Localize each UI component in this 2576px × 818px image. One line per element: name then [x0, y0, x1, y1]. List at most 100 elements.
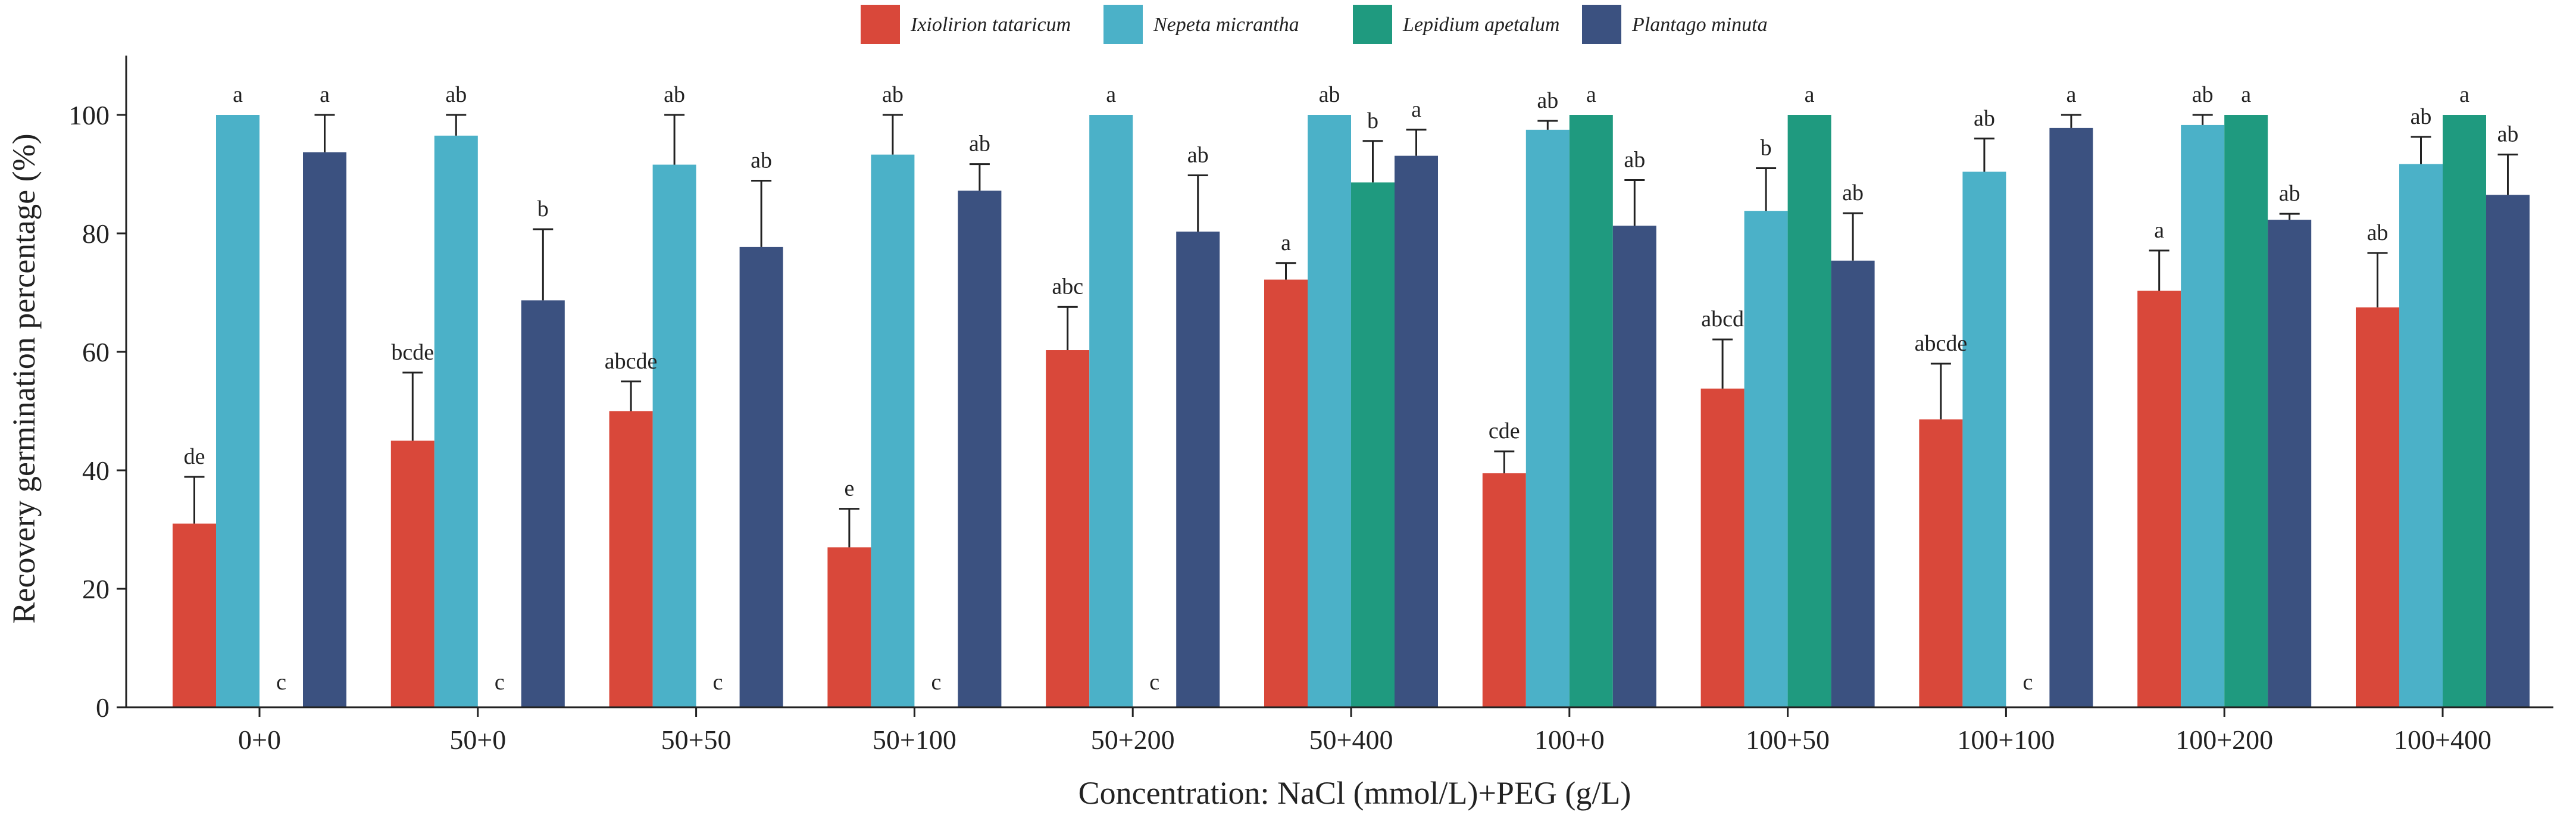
- significance-label: ab: [2192, 82, 2214, 107]
- bar: [871, 154, 915, 707]
- bar: [1176, 232, 1220, 707]
- significance-label: a: [233, 82, 243, 107]
- legend: Ixiolirion tataricum Nepeta micrantha Lepi…: [861, 5, 1768, 44]
- bar: [1089, 115, 1133, 707]
- significance-label: abc: [1052, 274, 1083, 299]
- bars: [173, 115, 2530, 708]
- bar: [173, 523, 216, 707]
- x-tick-label: 100+50: [1746, 725, 1830, 755]
- significance-label: ab: [1187, 142, 1209, 167]
- bar: [2443, 115, 2486, 707]
- legend-swatch: [1582, 5, 1621, 44]
- significance-label: abcd: [1701, 307, 1744, 332]
- legend-swatch: [1103, 5, 1143, 44]
- significance-label: a: [1586, 82, 1596, 107]
- bar: [1525, 129, 1570, 707]
- y-tick-label: 80: [82, 218, 110, 249]
- bar: [2049, 127, 2093, 707]
- bar: [390, 441, 434, 707]
- bar: [2399, 164, 2443, 708]
- significance-label: c: [931, 670, 941, 695]
- y-tick-label: 40: [82, 455, 110, 486]
- bar: [2137, 291, 2181, 707]
- bar: [1919, 419, 1963, 707]
- axes: 0 20 40 60 80 100 0+0 50+0 50+50 50+100 50+200 50+4…: [68, 55, 2553, 755]
- significance-label: a: [2154, 218, 2164, 243]
- bar: [1264, 279, 1308, 707]
- significance-label: ab: [1319, 82, 1340, 107]
- x-tick-label: 100+0: [1534, 725, 1605, 755]
- significance-label: a: [2459, 82, 2469, 107]
- x-tick-label: 0+0: [238, 725, 281, 755]
- bar: [1308, 115, 1351, 707]
- significance-label: a: [2066, 82, 2076, 107]
- bar: [1962, 171, 2006, 707]
- significance-label: a: [1805, 82, 1815, 107]
- y-axis-title: Recovery germination percentage (%): [6, 133, 42, 623]
- significance-label: ab: [2367, 220, 2389, 245]
- bar: [1700, 388, 1745, 707]
- bar: [609, 411, 653, 707]
- bar: [216, 115, 260, 707]
- significance-label: a: [1281, 230, 1291, 255]
- bar: [2181, 124, 2225, 708]
- x-axis-title: Concentration: NaCl (mmol/L)+PEG (g/L): [1078, 775, 1631, 811]
- significance-label: ab: [2279, 181, 2300, 206]
- y-tick-label: 0: [96, 692, 110, 723]
- significance-label: abcde: [605, 349, 658, 374]
- bar: [652, 164, 696, 708]
- legend-label: Plantago minuta: [1631, 14, 1768, 36]
- bar: [303, 152, 346, 707]
- significance-label: de: [184, 444, 205, 469]
- bar: [958, 191, 1002, 707]
- bar: [1787, 115, 1831, 707]
- bar: [1744, 211, 1788, 707]
- significance-label: ab: [1537, 88, 1558, 113]
- x-tick-label: 50+100: [873, 725, 956, 755]
- significance-label: c: [276, 670, 286, 695]
- significance-label: a: [1411, 97, 1421, 122]
- legend-label: Lepidium apetalum: [1402, 14, 1559, 36]
- bar: [739, 246, 783, 707]
- bar: [1482, 473, 1526, 707]
- significance-label: ab: [1974, 106, 1995, 131]
- bar: [521, 300, 565, 707]
- bar: [1612, 226, 1656, 707]
- significance-label: ab: [664, 82, 685, 107]
- significance-label: e: [844, 476, 854, 501]
- bar: [2356, 307, 2399, 707]
- significance-label: c: [495, 670, 505, 695]
- significance-label: b: [537, 196, 549, 221]
- legend-label: Nepeta micrantha: [1153, 14, 1299, 36]
- significance-label: a: [1106, 82, 1116, 107]
- significance-label: b: [1367, 108, 1378, 133]
- bar: [1831, 260, 1875, 707]
- significance-label: b: [1761, 136, 1772, 161]
- significance-label: ab: [1842, 180, 1864, 205]
- bar: [2224, 115, 2268, 707]
- significance-label: ab: [2497, 122, 2519, 147]
- significance-label: abcde: [1915, 331, 1968, 356]
- y-tick-label: 100: [68, 100, 110, 130]
- error-bars: [184, 114, 2518, 548]
- bar: [2486, 195, 2530, 707]
- x-tick-label: 50+50: [661, 725, 731, 755]
- bar: [827, 547, 871, 707]
- x-tick-label: 50+200: [1091, 725, 1175, 755]
- x-tick-label: 100+100: [1957, 725, 2055, 755]
- significance-label: a: [320, 82, 330, 107]
- y-tick-label: 20: [82, 574, 110, 604]
- significance-label: ab: [2411, 104, 2432, 129]
- x-tick-label: 100+200: [2175, 725, 2273, 755]
- significance-label: ab: [969, 132, 990, 157]
- y-tick-label: 60: [82, 337, 110, 367]
- bar: [1569, 115, 1613, 707]
- bar: [1351, 182, 1395, 707]
- significance-label: ab: [882, 82, 904, 107]
- bar: [1046, 350, 1090, 707]
- significance-label: c: [2022, 670, 2033, 695]
- bar: [1395, 155, 1438, 707]
